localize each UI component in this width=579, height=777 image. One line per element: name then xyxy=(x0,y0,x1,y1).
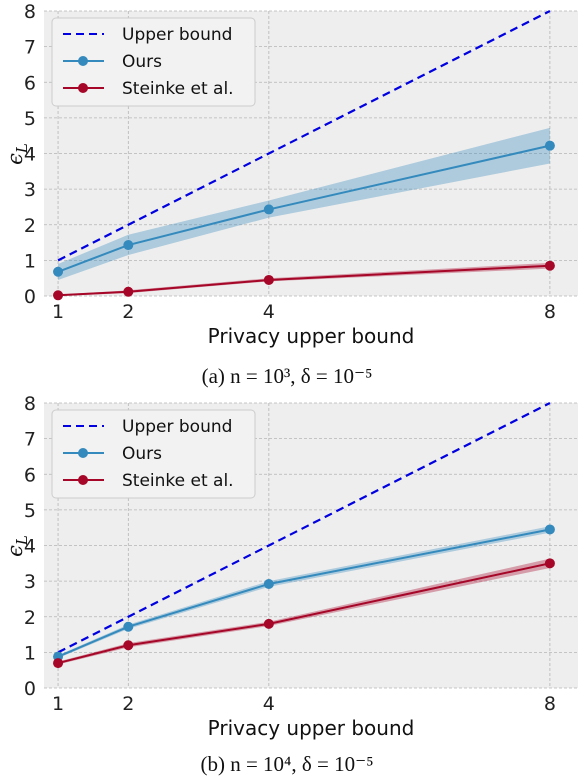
series-line-upper-bound xyxy=(57,10,551,262)
y-tick-label: 5 xyxy=(24,500,36,522)
y-tick-label: 6 xyxy=(24,464,36,486)
y-tick-label: 0 xyxy=(24,286,36,308)
series-line-ours xyxy=(57,528,551,658)
y-tick-label: 1 xyxy=(24,642,36,664)
data-point-steinke-et-al xyxy=(123,640,134,651)
y-tick-label: 4 xyxy=(24,536,36,558)
x-axis-label: Privacy upper bound xyxy=(208,324,415,348)
data-point-ours xyxy=(263,578,274,589)
data-point-steinke-et-al xyxy=(544,558,555,569)
y-tick-label: 0 xyxy=(24,678,36,700)
x-tick-label: 8 xyxy=(544,301,556,323)
x-tick-label: 4 xyxy=(263,693,275,715)
series-line-upper-bound xyxy=(57,402,551,654)
data-point-ours xyxy=(123,621,134,632)
y-tick-label: 3 xyxy=(24,179,36,201)
x-tick-label: 4 xyxy=(263,301,275,323)
legend-box xyxy=(51,409,256,499)
data-point-steinke-et-al xyxy=(53,290,64,301)
y-tick-label: 6 xyxy=(24,72,36,94)
y-axis-label: ϵL xyxy=(3,535,31,557)
data-point-steinke-et-al xyxy=(263,274,274,285)
data-point-ours xyxy=(544,140,555,151)
legend: Upper bound Ours Steinke et al. xyxy=(51,409,256,499)
y-axis-label: ϵL xyxy=(3,143,31,165)
y-tick-label: 8 xyxy=(24,393,36,415)
panel-caption: (a) n = 10³, δ = 10⁻⁵ xyxy=(202,364,373,388)
legend-label-steinke-et-al: Steinke et al. xyxy=(122,471,234,491)
x-tick-label: 2 xyxy=(122,693,134,715)
data-point-ours xyxy=(263,204,274,215)
data-point-ours xyxy=(53,266,64,277)
x-axis-label: Privacy upper bound xyxy=(208,716,415,740)
y-tick-label: 2 xyxy=(24,607,36,629)
data-point-steinke-et-al xyxy=(53,658,64,669)
x-tick-label: 2 xyxy=(122,301,134,323)
legend-label-steinke-et-al: Steinke et al. xyxy=(122,79,234,99)
legend-label-ours: Ours xyxy=(122,444,162,464)
series-line-steinke-et-al xyxy=(57,562,551,665)
data-point-steinke-et-al xyxy=(123,286,134,297)
y-tick-label: 7 xyxy=(24,429,36,451)
legend-label-ours: Ours xyxy=(122,52,162,72)
y-tick-label: 1 xyxy=(24,250,36,272)
x-tick-label: 1 xyxy=(52,693,64,715)
x-tick-label: 8 xyxy=(544,693,556,715)
y-tick-label: 8 xyxy=(24,1,36,23)
data-point-steinke-et-al xyxy=(544,260,555,271)
data-point-steinke-et-al xyxy=(263,618,274,629)
series-line-ours xyxy=(57,144,551,273)
y-tick-label: 5 xyxy=(24,108,36,130)
panel-caption: (b) n = 10⁴, δ = 10⁻⁵ xyxy=(200,752,373,776)
series-line-steinke-et-al xyxy=(58,264,550,297)
y-tick-label: 7 xyxy=(24,37,36,59)
legend-box xyxy=(51,17,256,107)
legend-marker-ours xyxy=(78,56,88,66)
x-tick-label: 1 xyxy=(52,301,64,323)
legend-marker-ours xyxy=(78,448,88,458)
data-point-ours xyxy=(123,240,134,251)
y-tick-label: 3 xyxy=(24,571,36,593)
legend: Upper bound Ours Steinke et al. xyxy=(51,17,256,107)
confidence-band-ours xyxy=(58,127,550,280)
y-tick-label: 4 xyxy=(24,144,36,166)
legend-label-upper-bound: Upper bound xyxy=(122,417,232,437)
legend-marker-steinke-et-al xyxy=(78,83,88,93)
data-point-ours xyxy=(544,524,555,535)
y-tick-label: 2 xyxy=(24,215,36,237)
legend-marker-steinke-et-al xyxy=(78,475,88,485)
legend-label-upper-bound: Upper bound xyxy=(122,25,232,45)
